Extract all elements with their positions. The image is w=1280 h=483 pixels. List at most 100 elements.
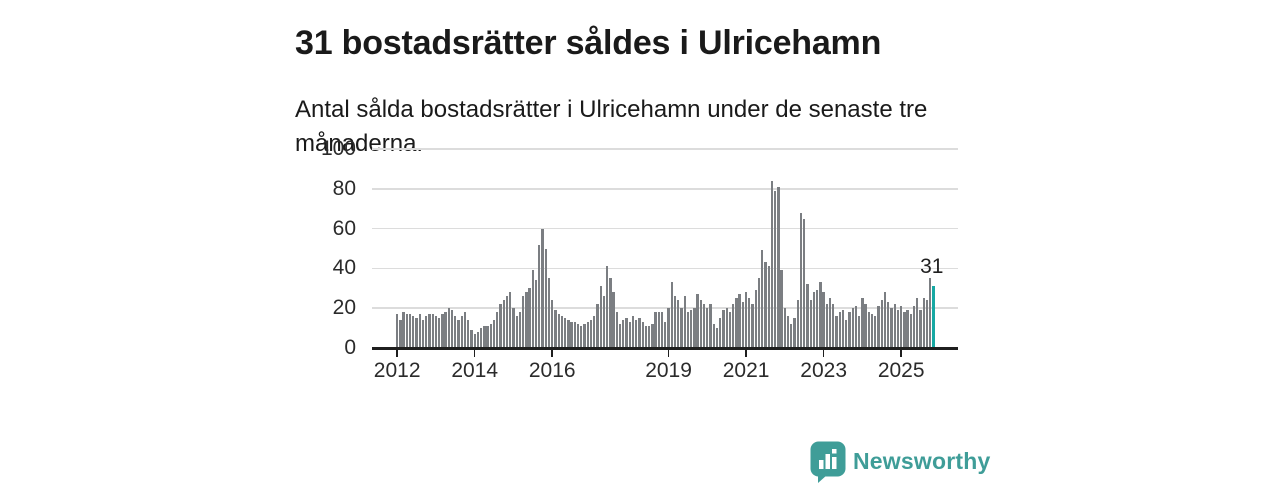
- bar: [761, 250, 764, 348]
- bar: [528, 288, 531, 348]
- grid-line: [372, 148, 958, 150]
- bar: [405, 314, 408, 348]
- bar: [518, 312, 522, 348]
- bar: [460, 316, 463, 348]
- bar: [828, 298, 832, 348]
- bar: [657, 312, 660, 348]
- bar: [470, 330, 473, 348]
- bar: [606, 266, 609, 348]
- bar: [415, 318, 418, 348]
- bar: [525, 292, 528, 348]
- bar: [748, 298, 751, 348]
- bar: [751, 304, 754, 348]
- bar: [631, 316, 635, 348]
- x-axis-tick: [473, 349, 476, 357]
- chart-subtitle: Antal sålda bostadsrätter i Ulricehamn u…: [295, 96, 928, 157]
- bar: [492, 320, 496, 348]
- bar: [680, 308, 683, 348]
- bar: [599, 286, 602, 348]
- x-axis-label: 2014: [451, 359, 499, 382]
- bar: [622, 320, 625, 348]
- bar: [728, 312, 732, 348]
- bar: [874, 316, 877, 348]
- bar: [835, 316, 838, 348]
- bar: [780, 270, 783, 348]
- bar: [673, 296, 677, 348]
- x-axis-label: 2025: [877, 359, 925, 382]
- grid-line: [372, 188, 958, 190]
- bar: [793, 318, 796, 348]
- page-title: 31 bostadsrätter såldes i Ulricehamn: [295, 23, 882, 62]
- x-axis-label: 2019: [645, 359, 692, 382]
- bar: [906, 310, 909, 348]
- bar: [806, 284, 809, 348]
- bar: [735, 298, 738, 348]
- bar: [709, 304, 712, 348]
- bar: [677, 300, 680, 348]
- bar: [602, 296, 606, 348]
- newsworthy-logo-icon: [810, 441, 846, 483]
- bar: [396, 314, 399, 348]
- bar: [447, 308, 450, 348]
- bar: [557, 314, 560, 348]
- bar: [502, 300, 505, 348]
- bar: [741, 302, 744, 348]
- x-axis-label: 2012: [373, 359, 421, 382]
- bar: [593, 316, 596, 348]
- bar: [774, 190, 777, 348]
- y-axis-label: 80: [332, 176, 356, 200]
- highlight-value-label: 31: [920, 255, 944, 279]
- x-axis-tick: [822, 349, 825, 357]
- bar: [560, 316, 564, 348]
- bar: [803, 218, 806, 348]
- bar: [809, 300, 812, 348]
- bar: [693, 308, 696, 348]
- bar: [702, 304, 706, 348]
- bar: [564, 318, 567, 348]
- x-axis-tick: [396, 349, 398, 357]
- bar: [583, 324, 586, 348]
- bar: [822, 292, 825, 348]
- bar: [641, 322, 644, 348]
- bar: [551, 300, 554, 348]
- bar: [473, 334, 476, 348]
- bar: [683, 296, 686, 348]
- bar: [480, 328, 483, 348]
- bar: [719, 318, 722, 348]
- bar: [625, 318, 628, 348]
- bar: [845, 320, 848, 348]
- bar: [421, 320, 425, 348]
- grid-line: [372, 267, 958, 270]
- bar: [615, 312, 618, 348]
- bar: [706, 308, 709, 348]
- bar: [609, 278, 612, 348]
- bar: [867, 312, 871, 348]
- bar: [922, 298, 925, 348]
- bar: [854, 306, 858, 348]
- bar: [696, 294, 699, 348]
- bar: [877, 306, 880, 348]
- bar: [887, 302, 890, 348]
- bar: [929, 278, 932, 348]
- bar: [428, 314, 431, 348]
- y-axis-label: 100: [320, 137, 356, 160]
- bar: [783, 308, 787, 348]
- bar: [667, 308, 670, 348]
- bar: [408, 314, 412, 348]
- bar: [861, 298, 864, 348]
- bar: [399, 320, 402, 348]
- bar: [909, 314, 913, 348]
- bar: [651, 324, 654, 348]
- bar: [754, 290, 757, 348]
- bar: [670, 282, 673, 348]
- bar: [570, 322, 573, 348]
- bar: [505, 296, 509, 348]
- bar: [903, 312, 906, 348]
- x-axis-label: 2016: [528, 359, 576, 382]
- y-axis-label: 20: [332, 296, 356, 320]
- bar: [483, 326, 486, 348]
- bar: [463, 312, 467, 348]
- bar: [744, 292, 748, 348]
- x-axis-tick: [900, 349, 902, 357]
